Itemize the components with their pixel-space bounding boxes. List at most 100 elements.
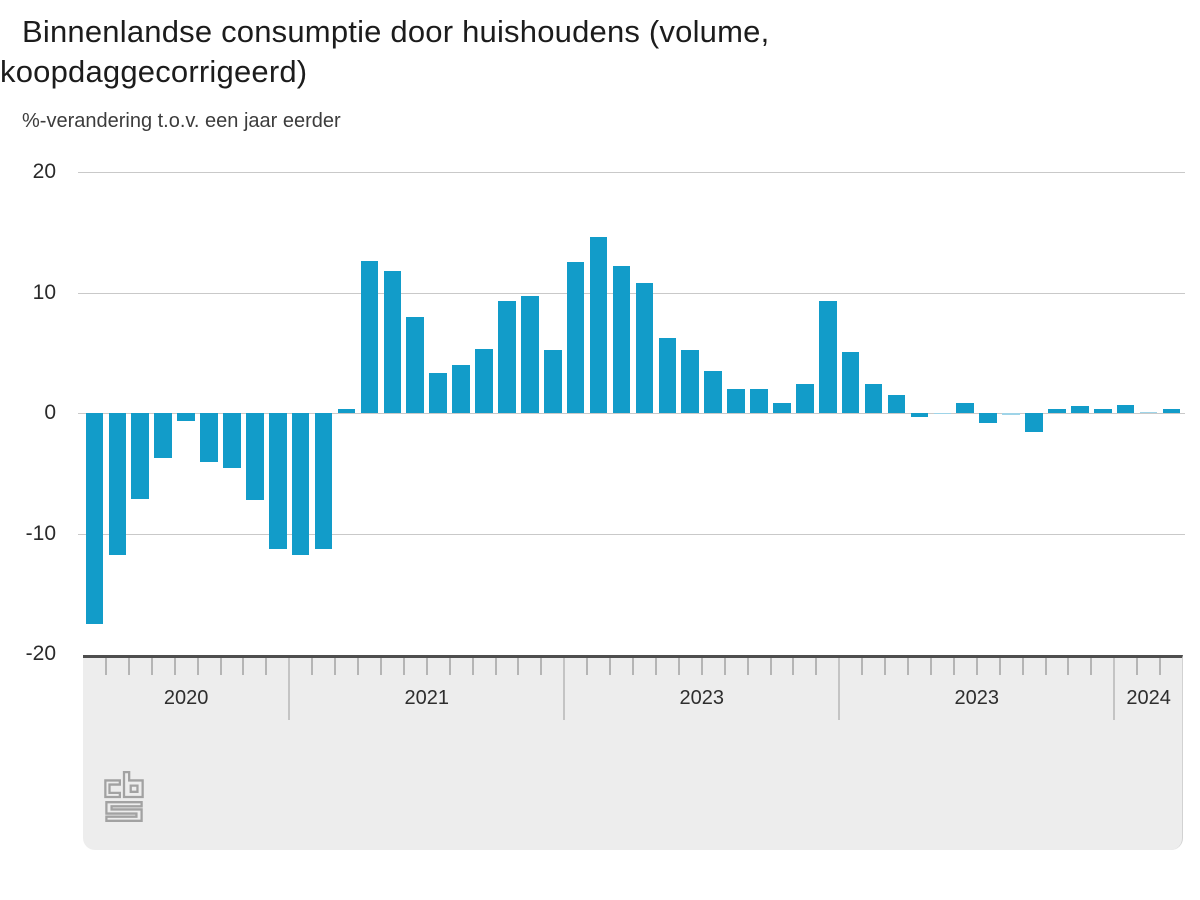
month-tick [1021, 658, 1024, 675]
bar [704, 370, 722, 413]
bar [154, 413, 172, 458]
bar [521, 296, 539, 413]
bar [429, 373, 447, 413]
month-tick [540, 658, 543, 675]
month-tick [815, 658, 818, 675]
bar [1025, 413, 1043, 433]
y-axis-tick-label: 0 [44, 401, 56, 424]
bar [200, 413, 218, 463]
bar [750, 388, 768, 413]
bar [177, 413, 195, 422]
month-tick [884, 658, 887, 675]
month-tick [517, 658, 520, 675]
month-tick [311, 658, 314, 675]
bar [612, 265, 631, 413]
year-separator [1113, 658, 1116, 720]
month-tick [700, 658, 703, 675]
bar [658, 338, 677, 413]
month-tick [196, 658, 199, 675]
y-axis-tick-label: 20 [32, 160, 56, 183]
bar [406, 316, 425, 413]
bar [933, 413, 952, 415]
month-tick [907, 658, 909, 675]
year-label: 2020 [163, 687, 209, 709]
chart-subtitle: %-verandering t.o.v. een jaar eerder [22, 110, 341, 132]
year-separator [563, 658, 566, 720]
month-tick [150, 658, 153, 675]
bar [1071, 405, 1089, 413]
month-tick [609, 658, 612, 675]
y-axis-tick-label: -10 [25, 521, 56, 545]
bar [291, 413, 310, 556]
bar [131, 413, 150, 499]
month-tick [952, 658, 955, 675]
page-title: Binnenlandse consumptie door huishoudens… [0, 14, 770, 89]
month-tick [632, 658, 634, 675]
bar [1162, 409, 1181, 413]
month-tick [1136, 658, 1139, 675]
bar [566, 262, 585, 413]
month-tick [998, 658, 1001, 675]
bar [108, 413, 127, 556]
bar [85, 413, 104, 624]
month-tick [425, 658, 428, 675]
bar [635, 282, 654, 413]
month-tick [861, 658, 864, 675]
bar [246, 413, 264, 500]
month-tick [723, 658, 726, 675]
gridline [78, 413, 1185, 414]
bar [452, 364, 470, 413]
month-tick [586, 658, 589, 675]
month-tick [1044, 658, 1047, 675]
month-tick [242, 658, 245, 675]
x-axis-band: 2020 2021 2023 2023 2024 [83, 655, 1183, 850]
month-tick [448, 658, 451, 675]
bar [589, 237, 608, 413]
month-tick [975, 658, 978, 675]
bar [864, 384, 883, 413]
month-tick [792, 658, 795, 675]
bar [543, 350, 562, 413]
year-label: 2023 [679, 687, 725, 709]
bar [1116, 404, 1135, 413]
bar [1093, 409, 1112, 413]
month-tick [265, 658, 268, 675]
bar [268, 413, 287, 550]
cbs-logo-icon [104, 771, 144, 822]
bar [498, 300, 516, 413]
month-tick [769, 658, 772, 675]
month-tick [219, 658, 222, 675]
bar [681, 350, 700, 413]
bar [887, 394, 906, 413]
bar [223, 413, 241, 469]
bar [383, 270, 402, 413]
month-tick [357, 658, 359, 675]
bar [337, 409, 356, 413]
month-tick [929, 658, 932, 675]
month-tick [127, 658, 130, 675]
bar [910, 413, 929, 417]
month-tick [334, 658, 337, 675]
month-tick [402, 658, 405, 675]
month-tick [1159, 658, 1162, 675]
bar [360, 261, 379, 413]
gridline [78, 172, 1185, 173]
month-tick [173, 658, 176, 675]
bar [841, 351, 860, 413]
bar [727, 388, 745, 413]
month-tick [1090, 658, 1093, 675]
year-label: 2024 [1126, 687, 1171, 709]
bar [773, 403, 791, 413]
month-tick [104, 658, 107, 675]
month-tick [746, 658, 749, 675]
y-axis-tick-label: 10 [32, 280, 56, 304]
bar [818, 300, 837, 413]
bar [475, 349, 493, 413]
month-tick [677, 658, 680, 675]
bar [1048, 409, 1066, 413]
year-label: 2023 [954, 687, 1000, 709]
month-tick [494, 658, 497, 675]
bar [956, 403, 975, 413]
